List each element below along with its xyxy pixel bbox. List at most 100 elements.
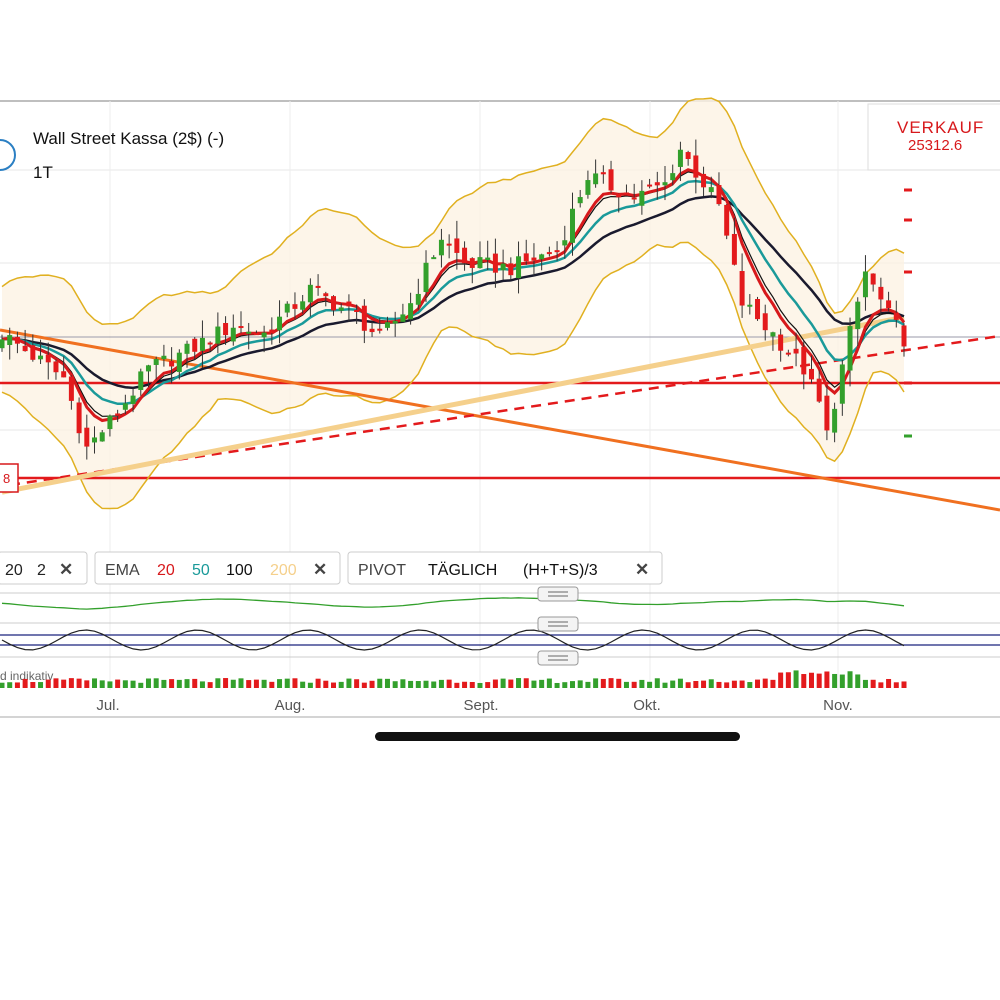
candle-40 xyxy=(307,284,313,303)
left-price-tag xyxy=(0,463,19,493)
volume-bar-18 xyxy=(138,682,144,688)
volume-bar-13 xyxy=(99,680,105,688)
candle-107 xyxy=(824,395,830,431)
volume-bar-0 xyxy=(0,682,5,688)
candle-58 xyxy=(446,243,452,246)
volume-bar-33 xyxy=(253,679,259,688)
volume-bar-36 xyxy=(277,679,283,688)
chip-pivot[interactable] xyxy=(347,551,663,585)
volume-bar-109 xyxy=(839,674,845,688)
volume-bar-54 xyxy=(415,681,421,688)
candle-65 xyxy=(500,263,506,271)
candle-83 xyxy=(639,190,645,206)
volume-bar-14 xyxy=(107,681,113,688)
chip-ema-100: 100 xyxy=(226,562,253,579)
volume-bar-7 xyxy=(53,678,59,688)
candle-7 xyxy=(53,361,59,373)
volume-bar-25 xyxy=(192,678,198,688)
candle-49 xyxy=(377,328,383,331)
volume-bar-65 xyxy=(500,678,506,688)
candle-108 xyxy=(832,408,838,433)
candle-71 xyxy=(546,252,552,255)
volume-bar-57 xyxy=(438,679,444,688)
candle-111 xyxy=(855,301,861,330)
home-indicator[interactable] xyxy=(375,732,740,741)
candle-116 xyxy=(893,312,899,320)
volume-bar-5 xyxy=(38,682,44,688)
chip-ema-close-icon[interactable]: ✕ xyxy=(313,560,327,579)
volume-bar-34 xyxy=(261,679,267,688)
candle-45 xyxy=(346,301,352,307)
volume-bars xyxy=(0,670,907,688)
candle-100 xyxy=(770,332,776,337)
panel-resize-handle-3[interactable] xyxy=(537,650,579,666)
candle-52 xyxy=(400,314,406,322)
volume-bar-102 xyxy=(785,672,791,688)
candle-92 xyxy=(708,187,714,193)
volume-bar-96 xyxy=(739,680,745,688)
sell-box[interactable] xyxy=(867,103,1000,171)
candle-23 xyxy=(176,352,182,372)
volume-bar-50 xyxy=(384,678,390,688)
candle-18 xyxy=(138,371,144,390)
volume-bar-71 xyxy=(546,678,552,688)
volume-bar-88 xyxy=(677,678,683,688)
sell-price: 25312.6 xyxy=(908,137,962,154)
candle-93 xyxy=(716,185,722,205)
candle-26 xyxy=(199,337,205,351)
chip-bollinger-close-icon[interactable]: ✕ xyxy=(59,560,73,579)
instrument-logo-icon[interactable] xyxy=(0,139,16,171)
volume-bar-62 xyxy=(477,682,483,688)
volume-bar-108 xyxy=(832,673,838,688)
volume-bar-46 xyxy=(354,679,360,688)
candle-44 xyxy=(338,307,344,311)
candle-17 xyxy=(130,395,136,404)
volume-bar-26 xyxy=(199,681,205,688)
candle-8 xyxy=(61,371,67,378)
volume-bar-41 xyxy=(315,678,321,688)
candle-70 xyxy=(539,254,545,260)
candle-113 xyxy=(870,273,876,285)
candle-91 xyxy=(701,173,707,188)
ema-50-line xyxy=(1,179,905,406)
volume-bar-74 xyxy=(569,681,575,688)
candle-99 xyxy=(762,313,768,331)
volume-bar-21 xyxy=(161,679,167,688)
candle-82 xyxy=(631,197,637,200)
candle-35 xyxy=(269,329,275,334)
bollinger-upper xyxy=(1,97,905,325)
volume-bar-40 xyxy=(307,682,313,688)
candle-39 xyxy=(300,301,306,310)
ema-200-line xyxy=(1,314,905,495)
candle-115 xyxy=(886,300,892,309)
volume-bar-97 xyxy=(747,682,753,688)
volume-bar-64 xyxy=(492,679,498,688)
candle-66 xyxy=(508,263,514,276)
candle-5 xyxy=(38,355,44,360)
instrument-title: Wall Street Kassa (2$) (-) xyxy=(33,129,224,148)
candle-117 xyxy=(901,325,907,347)
candle-59 xyxy=(454,238,460,253)
volume-bar-101 xyxy=(778,672,784,688)
timeframe-label[interactable]: 1T xyxy=(33,163,53,182)
volume-bar-95 xyxy=(731,680,737,688)
panel-resize-handle-1[interactable] xyxy=(537,586,579,602)
chip-pivot-close-icon[interactable]: ✕ xyxy=(635,560,649,579)
volume-bar-49 xyxy=(377,678,383,688)
left-price-tag-text: 8 xyxy=(3,471,10,486)
candle-16 xyxy=(122,403,128,410)
volume-bar-105 xyxy=(808,672,814,688)
volume-bar-69 xyxy=(531,680,537,688)
candle-14 xyxy=(107,415,113,430)
volume-bar-53 xyxy=(408,680,414,688)
volume-bar-113 xyxy=(870,679,876,688)
candle-101 xyxy=(778,334,784,351)
candle-87 xyxy=(670,173,676,181)
chip-ema[interactable] xyxy=(94,551,341,585)
volume-bar-68 xyxy=(523,678,529,688)
volume-bar-100 xyxy=(770,679,776,688)
panel-resize-handle-2[interactable] xyxy=(537,616,579,632)
volume-bar-84 xyxy=(647,681,653,688)
chip-bollinger[interactable] xyxy=(0,551,88,585)
volume-bar-30 xyxy=(230,679,236,688)
